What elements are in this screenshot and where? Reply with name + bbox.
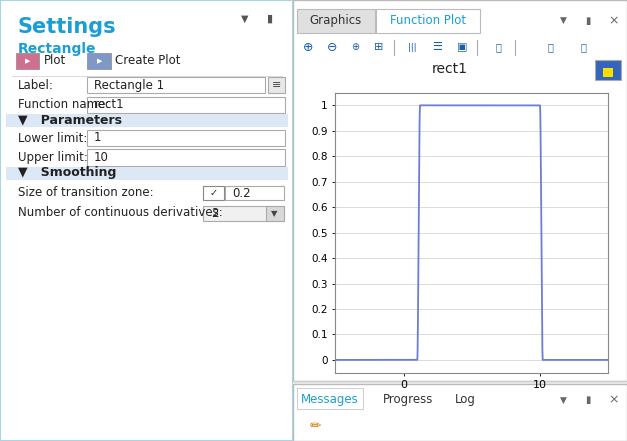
Text: 0.2: 0.2 xyxy=(232,187,250,200)
Text: ✓: ✓ xyxy=(209,188,218,198)
FancyBboxPatch shape xyxy=(376,9,480,33)
Text: rect1: rect1 xyxy=(432,62,468,76)
Text: 📷: 📷 xyxy=(547,42,553,52)
FancyBboxPatch shape xyxy=(87,149,285,166)
FancyBboxPatch shape xyxy=(603,68,613,77)
Text: ▼: ▼ xyxy=(561,396,567,404)
Text: ▶: ▶ xyxy=(24,58,30,64)
Text: Lower limit:: Lower limit: xyxy=(18,131,87,145)
FancyBboxPatch shape xyxy=(87,97,285,113)
FancyBboxPatch shape xyxy=(6,114,288,127)
Text: ▼   Parameters: ▼ Parameters xyxy=(18,113,122,127)
Text: Create Plot: Create Plot xyxy=(115,54,181,67)
Text: ⊕: ⊕ xyxy=(351,42,359,52)
FancyBboxPatch shape xyxy=(6,167,288,180)
Text: Log: Log xyxy=(455,393,476,407)
Text: ☰: ☰ xyxy=(432,42,442,52)
Text: 10: 10 xyxy=(94,151,108,164)
Text: 🔒: 🔒 xyxy=(495,42,502,52)
Text: Label:: Label: xyxy=(18,79,53,92)
Text: ▮: ▮ xyxy=(586,395,591,405)
Text: ▼   Smoothing: ▼ Smoothing xyxy=(18,166,116,179)
FancyBboxPatch shape xyxy=(293,0,627,381)
FancyBboxPatch shape xyxy=(268,77,285,93)
Text: |||: ||| xyxy=(408,43,416,52)
FancyBboxPatch shape xyxy=(16,53,39,69)
Text: ×: × xyxy=(609,14,619,27)
FancyBboxPatch shape xyxy=(203,206,284,220)
Text: Function name:: Function name: xyxy=(18,98,109,112)
Text: Rectangle: Rectangle xyxy=(18,42,96,56)
Text: Number of continuous derivatives:: Number of continuous derivatives: xyxy=(18,206,223,219)
FancyBboxPatch shape xyxy=(87,130,285,146)
FancyBboxPatch shape xyxy=(293,384,627,441)
FancyBboxPatch shape xyxy=(297,388,364,409)
Text: ▣: ▣ xyxy=(456,42,467,52)
Text: ⊞: ⊞ xyxy=(374,42,383,52)
Text: ≡: ≡ xyxy=(271,80,281,90)
FancyBboxPatch shape xyxy=(266,206,284,220)
Text: Upper limit:: Upper limit: xyxy=(18,151,88,164)
Text: Settings: Settings xyxy=(18,17,116,37)
Text: rect1: rect1 xyxy=(94,98,125,111)
Text: Function Plot: Function Plot xyxy=(390,14,466,27)
Text: ▼: ▼ xyxy=(561,16,567,25)
Text: Size of transition zone:: Size of transition zone: xyxy=(18,186,153,199)
FancyBboxPatch shape xyxy=(594,60,621,80)
Text: ×: × xyxy=(609,393,619,407)
Text: ▮: ▮ xyxy=(586,16,591,26)
Text: ▶: ▶ xyxy=(97,58,102,64)
Text: Rectangle 1: Rectangle 1 xyxy=(94,78,164,92)
FancyBboxPatch shape xyxy=(87,77,265,93)
Text: 1: 1 xyxy=(94,131,102,144)
Text: ▼: ▼ xyxy=(271,209,278,218)
FancyBboxPatch shape xyxy=(225,186,284,200)
Text: ⊕: ⊕ xyxy=(303,41,314,54)
FancyBboxPatch shape xyxy=(297,9,375,33)
Text: 🖨: 🖨 xyxy=(581,42,587,52)
Text: ⊖: ⊖ xyxy=(327,41,337,54)
FancyBboxPatch shape xyxy=(0,0,293,441)
Text: ▮: ▮ xyxy=(267,14,273,24)
FancyBboxPatch shape xyxy=(87,53,110,69)
FancyBboxPatch shape xyxy=(203,186,224,200)
Text: ✏: ✏ xyxy=(310,419,322,433)
Text: 2: 2 xyxy=(211,207,219,220)
Text: Messages: Messages xyxy=(301,393,359,407)
Text: Graphics: Graphics xyxy=(310,14,362,27)
Text: Progress: Progress xyxy=(383,393,434,407)
Text: ▼: ▼ xyxy=(241,14,248,24)
Text: Plot: Plot xyxy=(43,54,66,67)
